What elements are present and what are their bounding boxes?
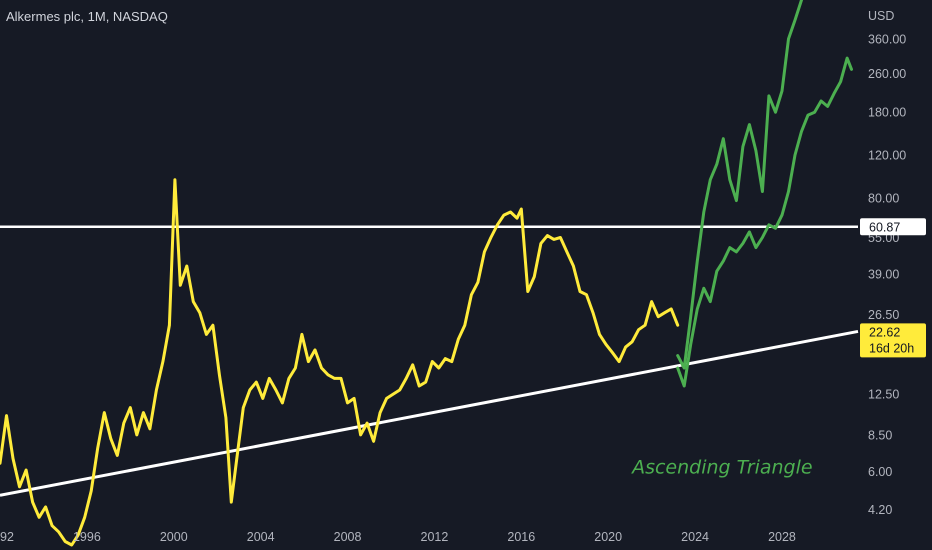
projection-line-1[interactable]	[676, 0, 803, 370]
y-tick-label: 39.00	[868, 267, 899, 281]
x-axis: 1992 1996 2000 2004 2008 2012 2016 2020 2024 2028	[0, 530, 796, 544]
last-price-badge	[860, 323, 926, 358]
y-tick-label: 12.50	[868, 388, 899, 402]
x-tick-label: 2016	[507, 530, 535, 544]
countdown-label: 16d 20h	[869, 341, 914, 355]
projection-line-2[interactable]	[676, 56, 853, 388]
symbol-title[interactable]: Alkermes plc, 1M, NASDAQ	[6, 9, 168, 24]
x-tick-label: 1996	[73, 530, 101, 544]
x-tick-label: 2008	[334, 530, 362, 544]
series-lines	[0, 0, 853, 547]
pattern-annotation: Ascending Triangle	[630, 456, 813, 478]
level-lines	[0, 225, 859, 497]
annotations: Ascending Triangle	[630, 456, 813, 478]
resistance-price-label: 60.87	[869, 220, 900, 234]
x-tick-label: 2012	[421, 530, 449, 544]
y-tick-label: 180.00	[868, 106, 906, 120]
y-tick-label: 4.20	[868, 503, 892, 517]
x-tick-label: 2000	[160, 530, 188, 544]
x-tick-label: 1992	[0, 530, 14, 544]
currency-label: USD	[868, 9, 894, 23]
x-tick-label: 2024	[681, 530, 709, 544]
price-line-0[interactable]	[0, 178, 680, 547]
resistance-price-badge	[860, 218, 926, 236]
y-tick-label: 120.00	[868, 149, 906, 163]
x-tick-label: 2020	[594, 530, 622, 544]
last-price-label: 22.62	[869, 325, 900, 339]
x-tick-label: 2028	[768, 530, 796, 544]
y-axis: USD360.00260.00180.00120.0080.0055.0039.…	[868, 9, 906, 517]
y-tick-label: 260.00	[868, 67, 906, 81]
y-tick-label: 80.00	[868, 191, 899, 205]
trend-line[interactable]	[0, 329, 859, 497]
y-tick-label: 26.50	[868, 308, 899, 322]
price-badges: 60.87 22.62 16d 20h	[860, 218, 926, 358]
x-tick-label: 2004	[247, 530, 275, 544]
y-tick-label: 6.00	[868, 465, 892, 479]
y-tick-label: 360.00	[868, 32, 906, 46]
y-tick-label: 8.50	[868, 428, 892, 442]
